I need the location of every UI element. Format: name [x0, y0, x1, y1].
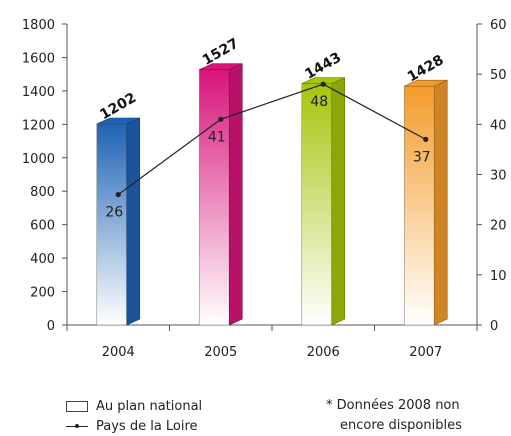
bar-top: [199, 63, 243, 70]
left-tick-label: 1800: [22, 18, 55, 33]
line-point: [115, 191, 121, 198]
bar: [403, 79, 448, 326]
left-tick-label: 200: [30, 286, 55, 301]
footnote: * Données 2008 non encore disponibles: [326, 396, 462, 436]
line-value-label: 37: [413, 149, 431, 165]
line-swatch-icon: [66, 421, 88, 432]
line-value-label: 41: [208, 129, 226, 145]
line-value-label: 48: [310, 94, 328, 110]
x-tick-label: 2005: [204, 345, 237, 360]
legend-item-bars: Au plan national: [66, 396, 202, 416]
left-tick-label: 1400: [22, 85, 55, 100]
legend: Au plan national Pays de la Loire: [66, 396, 202, 436]
footnote-line-1: * Données 2008 non: [326, 398, 460, 413]
left-tick-label: 1000: [22, 152, 55, 167]
x-tick-label: 2006: [307, 345, 340, 360]
x-tick-label: 2007: [409, 345, 442, 360]
legend-bar-label: Au plan national: [96, 398, 203, 414]
bar-top: [404, 79, 448, 87]
line-series: [115, 81, 429, 198]
left-tick-label: 400: [30, 252, 55, 267]
bar-side: [433, 79, 448, 326]
right-tick-label: 20: [490, 219, 507, 234]
bar-front: [301, 83, 333, 326]
line-path: [117, 83, 427, 196]
left-tick-label: 1600: [22, 51, 55, 66]
line-point: [218, 116, 224, 122]
right-tick-label: 30: [490, 169, 507, 184]
legend-item-line: Pays de la Loire: [66, 416, 202, 436]
line-value-label: 26: [105, 205, 123, 221]
line-point: [320, 81, 326, 87]
right-tick-label: 10: [490, 269, 507, 284]
bar-front: [96, 123, 128, 326]
bars: [96, 63, 448, 326]
bar-top: [96, 117, 140, 125]
bar-side: [228, 63, 243, 326]
bar: [198, 63, 243, 326]
footnote-line-2: encore disponibles: [340, 418, 462, 433]
right-tick-label: 50: [490, 68, 507, 83]
left-tick-label: 1200: [22, 118, 55, 133]
left-tick-label: 0: [47, 319, 55, 334]
left-tick-label: 600: [30, 219, 55, 234]
bar-side: [331, 77, 346, 326]
right-tick-label: 0: [490, 319, 498, 334]
right-tick-label: 60: [490, 18, 507, 33]
bar: [301, 77, 346, 326]
x-tick-label: 2004: [102, 345, 135, 360]
bar-side: [126, 117, 141, 326]
legend-line-label: Pays de la Loire: [96, 418, 198, 434]
bar-front: [198, 69, 230, 326]
left-tick-label: 800: [30, 185, 55, 200]
right-tick-label: 40: [490, 118, 507, 133]
line-point: [423, 136, 429, 142]
bar: [96, 117, 141, 326]
axes: 0 200 400 600 800 1000 1200 1400 1600 1800 0 10 20 30…: [22, 18, 507, 360]
bar-front: [403, 85, 435, 326]
bar-swatch-icon: [66, 400, 88, 412]
